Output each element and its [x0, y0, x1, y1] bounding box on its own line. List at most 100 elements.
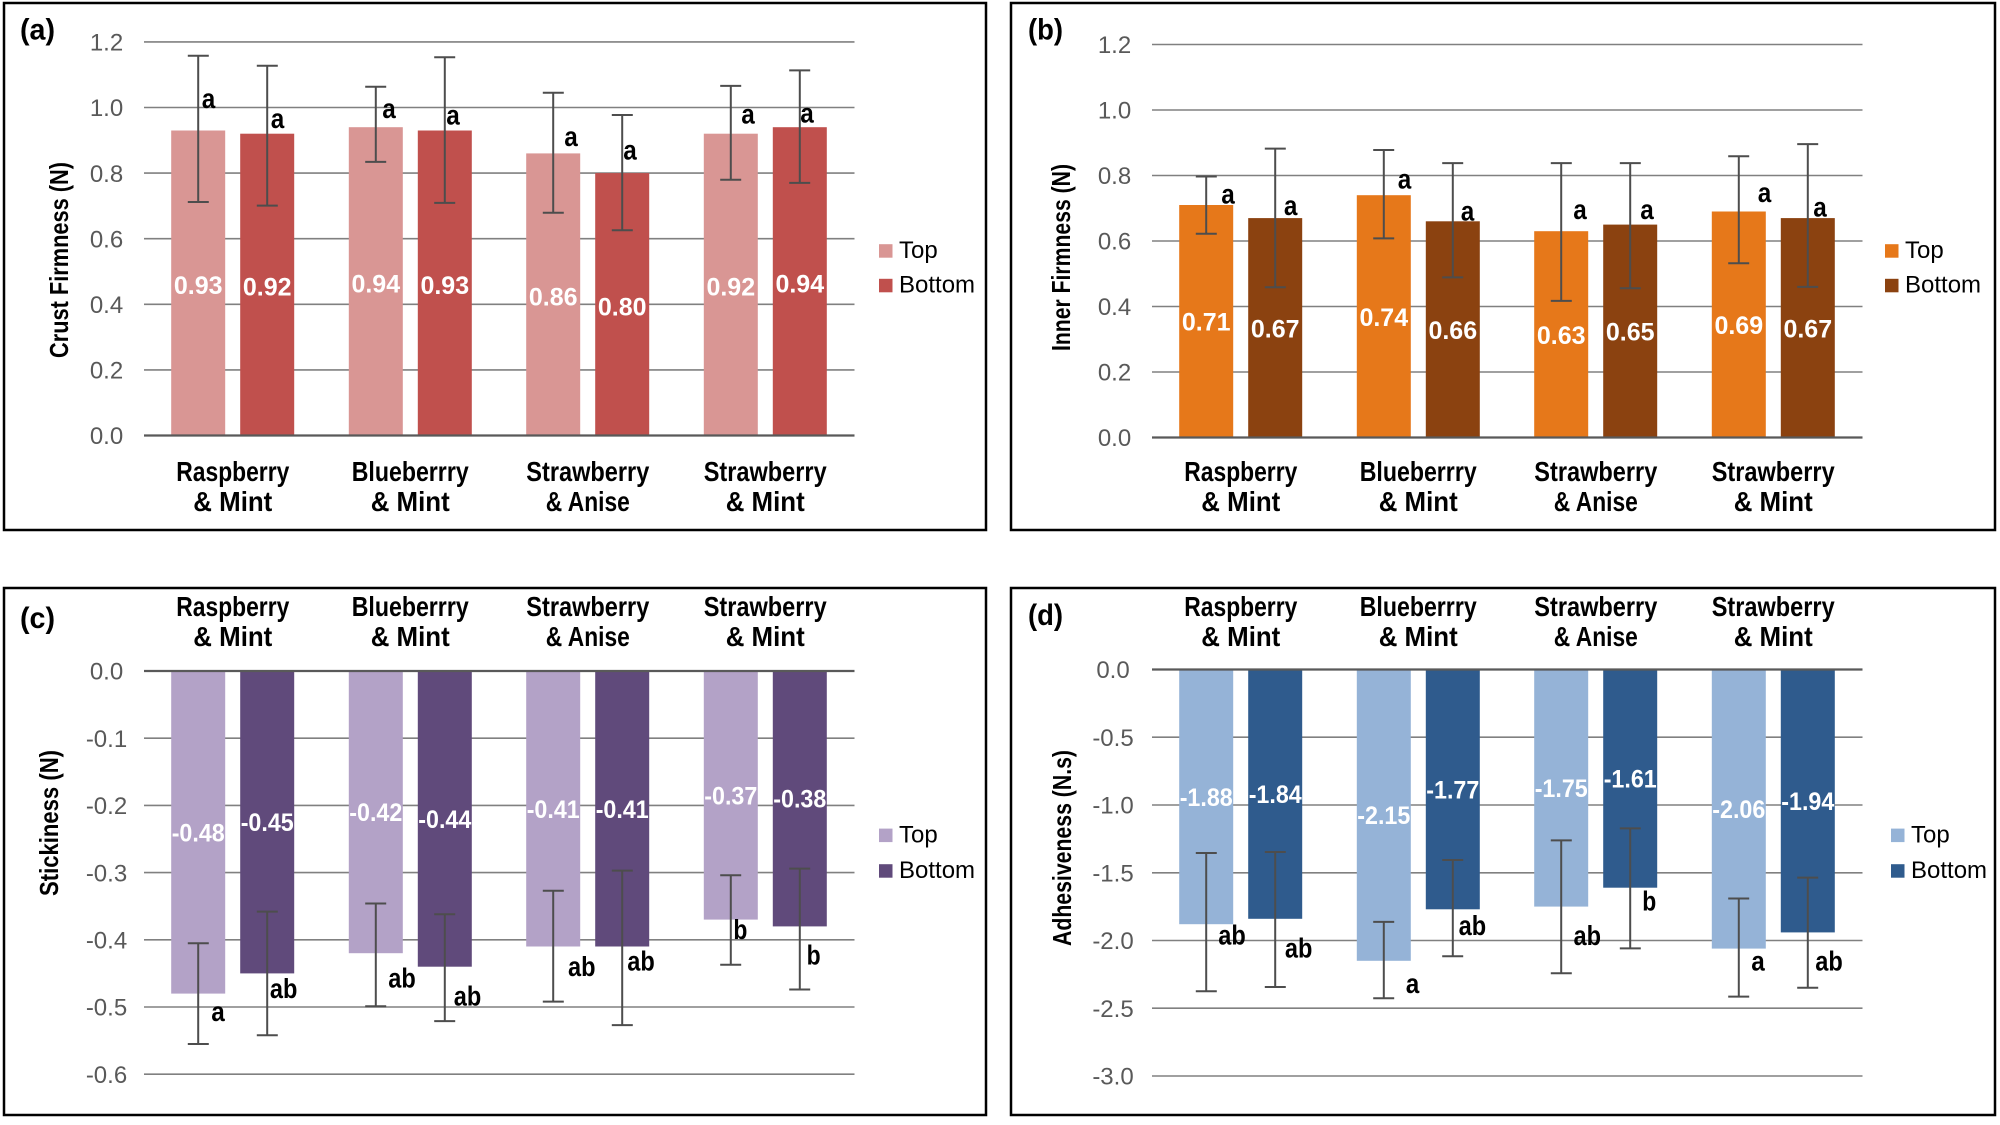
svg-text:Top: Top: [899, 237, 938, 264]
svg-text:& Mint: & Mint: [371, 621, 450, 652]
svg-text:& Anise: & Anise: [546, 486, 630, 517]
svg-text:ab: ab: [568, 951, 596, 982]
svg-text:Raspberry: Raspberry: [176, 456, 289, 487]
svg-text:a: a: [1406, 968, 1420, 999]
svg-text:0.86: 0.86: [529, 284, 578, 312]
svg-text:Inner Firmness (N): Inner Firmness (N): [1046, 164, 1076, 351]
svg-text:Bottom: Bottom: [1911, 857, 1987, 884]
svg-text:-0.48: -0.48: [172, 819, 225, 847]
svg-text:a: a: [202, 83, 216, 114]
svg-text:ab: ab: [1218, 919, 1246, 950]
svg-text:0.2: 0.2: [90, 358, 123, 385]
svg-text:-1.61: -1.61: [1604, 766, 1657, 794]
svg-text:a: a: [741, 98, 755, 129]
svg-text:Strawberry: Strawberry: [526, 591, 649, 622]
svg-text:(c): (c): [20, 602, 55, 635]
svg-text:Blueberrry: Blueberrry: [1360, 591, 1477, 622]
svg-text:0.69: 0.69: [1714, 312, 1763, 340]
svg-text:a: a: [1284, 190, 1298, 221]
svg-text:a: a: [1751, 945, 1765, 976]
svg-text:& Mint: & Mint: [193, 621, 272, 652]
svg-text:Strawberry: Strawberry: [704, 456, 827, 487]
svg-text:b: b: [807, 940, 821, 971]
svg-text:& Anise: & Anise: [546, 621, 630, 652]
svg-text:0.80: 0.80: [598, 293, 647, 321]
svg-text:Crust Firmness (N): Crust Firmness (N): [44, 162, 74, 358]
svg-text:0.67: 0.67: [1783, 315, 1832, 343]
svg-text:& Mint: & Mint: [726, 621, 805, 652]
svg-text:Adhesiveness (N.s): Adhesiveness (N.s): [1047, 750, 1077, 946]
svg-text:1.2: 1.2: [90, 30, 123, 57]
svg-text:1.0: 1.0: [90, 95, 123, 122]
svg-text:& Mint: & Mint: [193, 486, 272, 517]
svg-text:Strawberry: Strawberry: [1712, 456, 1835, 487]
svg-text:0.92: 0.92: [243, 274, 292, 302]
svg-text:a: a: [800, 97, 814, 128]
svg-text:-2.0: -2.0: [1092, 928, 1133, 955]
svg-text:1.0: 1.0: [1098, 98, 1131, 125]
svg-text:-0.42: -0.42: [349, 799, 402, 827]
svg-text:-2.5: -2.5: [1092, 996, 1133, 1023]
svg-text:(a): (a): [20, 14, 55, 47]
svg-text:-0.44: -0.44: [418, 806, 471, 834]
svg-text:0.2: 0.2: [1098, 360, 1131, 387]
svg-text:Top: Top: [1911, 821, 1950, 848]
svg-text:1.2: 1.2: [1098, 32, 1131, 59]
svg-text:Blueberrry: Blueberrry: [352, 591, 469, 622]
svg-text:0.93: 0.93: [174, 272, 223, 300]
svg-text:a: a: [446, 100, 460, 131]
svg-text:Blueberrry: Blueberrry: [1360, 456, 1477, 487]
svg-text:Top: Top: [899, 821, 938, 848]
svg-text:ab: ab: [1459, 910, 1487, 941]
svg-text:ab: ab: [1285, 932, 1313, 963]
svg-text:-0.41: -0.41: [527, 796, 580, 824]
svg-text:ab: ab: [627, 946, 655, 977]
svg-text:-0.5: -0.5: [1092, 725, 1133, 752]
svg-text:Stickiness (N): Stickiness (N): [34, 750, 64, 896]
svg-text:-0.5: -0.5: [86, 995, 127, 1022]
svg-text:-0.3: -0.3: [86, 860, 127, 887]
svg-text:-0.41: -0.41: [596, 796, 649, 824]
svg-text:ab: ab: [1574, 920, 1602, 951]
svg-text:Strawberry: Strawberry: [1712, 591, 1835, 622]
svg-text:0.4: 0.4: [1098, 294, 1131, 321]
svg-text:Strawberry: Strawberry: [526, 456, 649, 487]
svg-text:-1.84: -1.84: [1249, 781, 1302, 809]
svg-text:a: a: [1573, 194, 1587, 225]
svg-text:-0.45: -0.45: [241, 809, 294, 837]
svg-text:-1.0: -1.0: [1092, 793, 1133, 820]
svg-text:a: a: [1461, 196, 1475, 227]
svg-text:ab: ab: [1815, 945, 1843, 976]
svg-text:-0.6: -0.6: [86, 1062, 127, 1089]
svg-text:-1.77: -1.77: [1426, 776, 1479, 804]
svg-text:Raspberry: Raspberry: [176, 591, 289, 622]
svg-text:& Mint: & Mint: [1734, 621, 1813, 652]
svg-text:b: b: [733, 914, 747, 945]
svg-text:& Mint: & Mint: [726, 486, 805, 517]
svg-text:& Anise: & Anise: [1554, 621, 1638, 652]
svg-text:a: a: [271, 103, 285, 134]
svg-text:a: a: [564, 121, 578, 152]
svg-text:-1.94: -1.94: [1781, 788, 1834, 816]
svg-text:Top: Top: [1905, 237, 1944, 264]
svg-text:ab: ab: [454, 981, 482, 1012]
svg-text:& Mint: & Mint: [1379, 486, 1458, 517]
svg-text:& Mint: & Mint: [1734, 486, 1813, 517]
svg-text:0.0: 0.0: [1096, 657, 1129, 684]
svg-text:0.0: 0.0: [90, 423, 123, 450]
svg-text:a: a: [382, 93, 396, 124]
svg-text:-1.75: -1.75: [1535, 775, 1588, 803]
svg-text:& Mint: & Mint: [371, 486, 450, 517]
svg-text:Blueberrry: Blueberrry: [352, 456, 469, 487]
svg-text:& Mint: & Mint: [1379, 621, 1458, 652]
svg-text:-1.5: -1.5: [1092, 861, 1133, 888]
svg-text:0.71: 0.71: [1182, 309, 1231, 337]
svg-text:0.8: 0.8: [1098, 163, 1131, 190]
svg-text:Strawberry: Strawberry: [1534, 591, 1657, 622]
svg-text:(d): (d): [1028, 599, 1063, 632]
svg-text:Bottom: Bottom: [1905, 272, 1981, 299]
svg-text:& Anise: & Anise: [1554, 486, 1638, 517]
svg-text:ab: ab: [388, 962, 416, 993]
svg-text:a: a: [623, 135, 637, 166]
svg-text:-0.2: -0.2: [86, 793, 127, 820]
